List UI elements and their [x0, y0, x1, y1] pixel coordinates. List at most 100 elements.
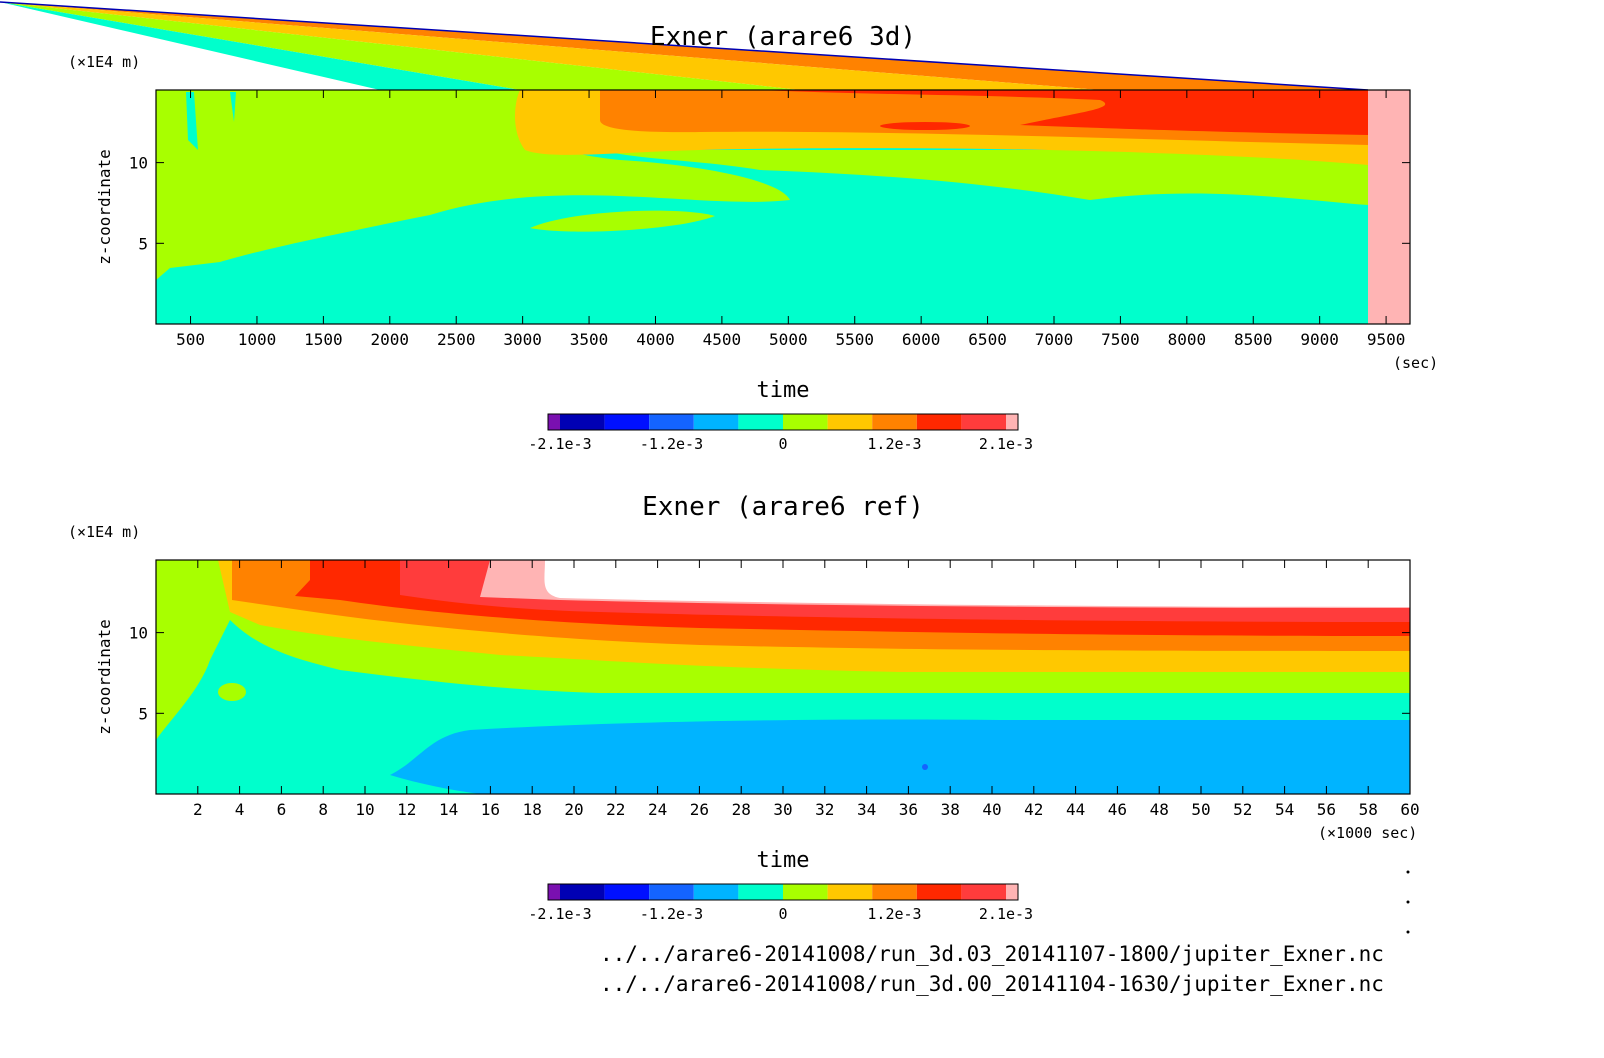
colorbar-label: -1.2e-3	[640, 435, 703, 453]
colorbar-label: 1.2e-3	[867, 435, 921, 453]
colorbar-swatch	[560, 884, 605, 900]
colorbar-swatch	[548, 414, 560, 430]
x-tick-label: 28	[732, 800, 751, 819]
x-tick-label: 34	[857, 800, 876, 819]
x-tick-label: 12	[397, 800, 416, 819]
x-tick-label: 7500	[1101, 330, 1140, 349]
panel2-xlabel: time	[757, 848, 810, 873]
x-tick-label: 60	[1400, 800, 1419, 819]
panel1-lightred-edge	[1368, 90, 1410, 324]
panel2-ylabel: z-coordinate	[95, 619, 114, 735]
x-tick-label: 4000	[636, 330, 675, 349]
y-tick-label: 10	[129, 624, 148, 643]
x-tick-label: 10	[355, 800, 374, 819]
colorbar-swatch	[783, 414, 828, 430]
panel2-white-top	[544, 560, 1410, 607]
colorbar-swatch	[1006, 884, 1018, 900]
panel1-ticks: 500 1000 1500 2000 2500 3000 3500 4000 4500 5000 5…	[129, 90, 1410, 349]
x-tick-label: 24	[648, 800, 667, 819]
x-tick-label: 44	[1066, 800, 1085, 819]
colorbar-label: 1.2e-3	[867, 905, 921, 923]
colorbar-1: -2.1e-3 -1.2e-3 0 1.2e-3 2.1e-3	[528, 413, 1033, 453]
x-tick-label: 16	[481, 800, 500, 819]
panel1-field	[156, 90, 1410, 324]
footer-path-2: ../../arare6-20141008/run_3d.00_20141104…	[600, 972, 1384, 996]
x-tick-label: 500	[176, 330, 205, 349]
colorbar-swatch	[872, 884, 917, 900]
x-tick-label: 7000	[1035, 330, 1074, 349]
x-tick-label: 14	[439, 800, 458, 819]
x-tick-label: 8000	[1168, 330, 1207, 349]
colorbar-swatch	[827, 884, 873, 900]
panel1-xlabel: time	[757, 378, 810, 403]
overlay-streaks	[0, 1, 1369, 104]
x-tick-label: 5500	[835, 330, 874, 349]
x-tick-label: 1500	[304, 330, 343, 349]
panel1-red	[760, 90, 1368, 135]
panel1-xunit: (sec)	[1393, 354, 1438, 372]
y-tick-label: 5	[138, 704, 148, 723]
x-tick-label: 42	[1024, 800, 1043, 819]
panel2-xunit: (×1000 sec)	[1318, 824, 1417, 842]
x-tick-label: 30	[773, 800, 792, 819]
x-tick-label: 58	[1359, 800, 1378, 819]
margin-dots	[1406, 870, 1410, 934]
colorbar-swatch	[961, 884, 1006, 900]
x-tick-label: 9000	[1300, 330, 1339, 349]
x-tick-label: 38	[941, 800, 960, 819]
panel1-green-right	[600, 150, 1368, 205]
x-tick-label: 6	[277, 800, 287, 819]
x-tick-label: 18	[523, 800, 542, 819]
colorbar-swatch	[649, 414, 694, 430]
colorbar-swatch	[604, 884, 650, 900]
panel-ref: Exner (arare6 ref) (×1E4 m) 2	[68, 492, 1420, 923]
colorbar-label: 2.1e-3	[979, 905, 1033, 923]
x-tick-label: 8500	[1234, 330, 1273, 349]
colorbar-swatch	[693, 414, 739, 430]
x-tick-label: 9500	[1367, 330, 1406, 349]
panel2-title: Exner (arare6 ref)	[642, 492, 924, 522]
colorbar-swatch	[783, 884, 828, 900]
x-tick-label: 4	[235, 800, 245, 819]
colorbar-label: 0	[778, 435, 787, 453]
x-tick-label: 36	[899, 800, 918, 819]
panel1-ylabel: z-coordinate	[95, 149, 114, 265]
colorbar-label: -2.1e-3	[528, 435, 591, 453]
colorbar-swatch	[961, 414, 1006, 430]
colorbar-2: -2.1e-3 -1.2e-3 0 1.2e-3 2.1e-3	[528, 883, 1033, 923]
x-tick-label: 40	[982, 800, 1001, 819]
panel1-green-left	[156, 90, 790, 280]
x-tick-label: 2	[193, 800, 203, 819]
colorbar-swatch	[916, 414, 962, 430]
x-tick-label: 20	[564, 800, 583, 819]
x-tick-label: 52	[1233, 800, 1252, 819]
colorbar-swatch	[827, 414, 873, 430]
x-tick-label: 54	[1275, 800, 1294, 819]
panel2-blue	[390, 719, 1410, 794]
x-tick-label: 26	[690, 800, 709, 819]
colorbar-frame	[547, 883, 1019, 901]
panel-3d: Exner (arare6 3d) (×1E4 m) 500 1000 1500 20…	[68, 22, 1438, 453]
colorbar-label: -2.1e-3	[528, 905, 591, 923]
x-tick-label: 8	[318, 800, 328, 819]
x-tick-label: 50	[1191, 800, 1210, 819]
panel1-frame	[155, 89, 1411, 325]
x-tick-label: 3000	[503, 330, 542, 349]
colorbar-swatch	[916, 884, 962, 900]
panel2-yunit: (×1E4 m)	[68, 523, 140, 541]
colorbar-frame	[547, 413, 1019, 431]
colorbar-swatch	[693, 884, 739, 900]
x-tick-label: 46	[1108, 800, 1127, 819]
x-tick-label: 2000	[371, 330, 410, 349]
panel1-green-blob	[530, 210, 715, 232]
x-tick-label: 32	[815, 800, 834, 819]
x-tick-label: 5000	[769, 330, 808, 349]
panel2-ticks: 2 4 6 8 10 12 14 16 18 20 22 24 26 28 30 32 34 36 38 40 42 44…	[129, 560, 1420, 819]
x-tick-label: 6000	[902, 330, 941, 349]
x-tick-label: 56	[1317, 800, 1336, 819]
panel2-field	[156, 560, 1410, 794]
colorbar-swatch	[738, 414, 783, 430]
x-tick-label: 22	[606, 800, 625, 819]
x-tick-label: 3500	[570, 330, 609, 349]
